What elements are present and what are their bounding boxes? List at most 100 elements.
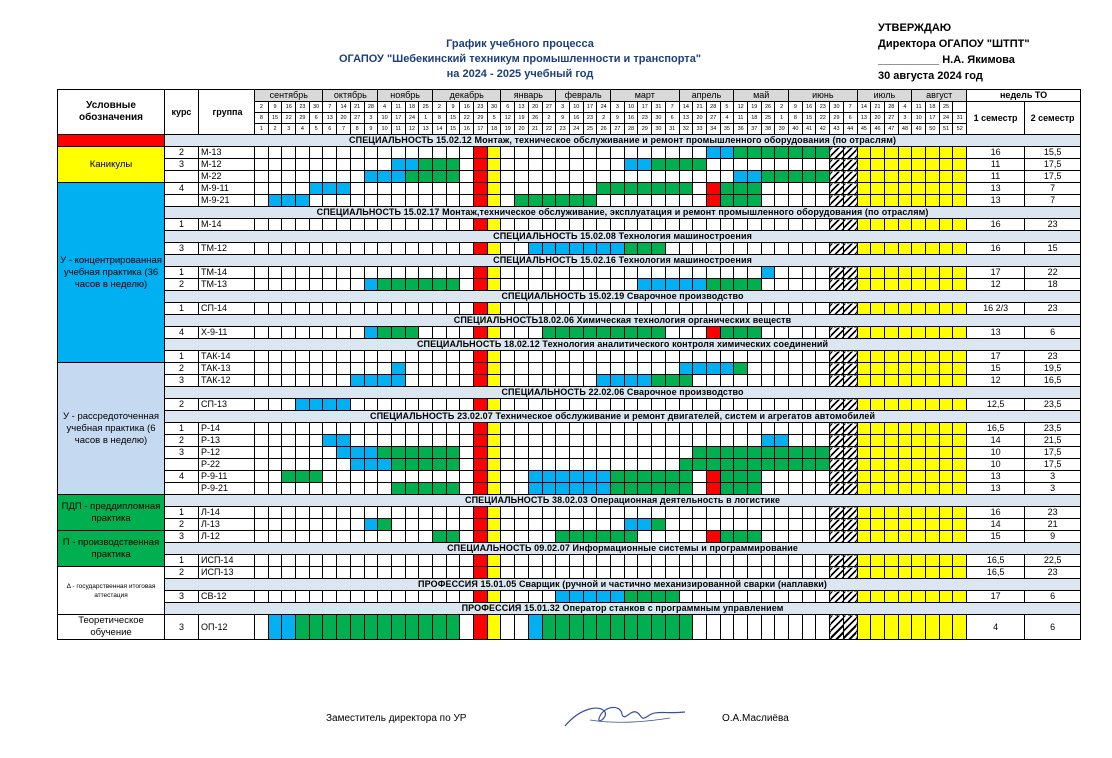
week-cell <box>610 302 625 315</box>
week-cell <box>582 146 598 159</box>
week-cell <box>336 518 351 531</box>
week-cell <box>829 302 844 315</box>
week-cell <box>815 590 831 603</box>
course-number: 4 <box>164 182 199 195</box>
week-cell <box>692 242 707 255</box>
week-cell <box>295 590 310 603</box>
week-cell <box>774 434 790 447</box>
week-cell <box>760 362 776 375</box>
week-cell <box>911 470 926 483</box>
week-cell <box>801 506 817 519</box>
week-number: 27 <box>610 123 625 135</box>
week-number: 39 <box>774 123 790 135</box>
approve-line-2: Директора ОГАПОУ "ШТПТ" <box>878 38 1030 50</box>
month-header: август <box>911 89 968 102</box>
group-name: ТАК-12 <box>198 374 255 387</box>
week-end-date: 19 <box>514 112 529 124</box>
week-cell <box>746 422 762 435</box>
sem1-weeks: 16 <box>966 242 1026 255</box>
week-cell <box>596 218 612 231</box>
week-cell <box>404 158 420 171</box>
week-cell <box>801 470 817 483</box>
week-cell <box>514 398 529 411</box>
week-number: 51 <box>938 123 954 135</box>
week-cell <box>610 590 625 603</box>
week-cell <box>349 458 365 471</box>
group-name: М-12 <box>198 158 255 171</box>
week-cell <box>856 530 872 543</box>
week-cell <box>336 422 351 435</box>
week-cell <box>692 398 707 411</box>
week-cell <box>760 446 776 459</box>
week-cell <box>363 170 379 183</box>
week-cell <box>897 302 913 315</box>
month-header: декабрь <box>431 89 502 102</box>
week-cell <box>295 446 310 459</box>
week-cell <box>911 170 926 183</box>
week-cell <box>555 146 570 159</box>
week-cell <box>582 158 598 171</box>
week-cell <box>911 398 926 411</box>
week-cell <box>637 158 653 171</box>
week-cell <box>815 482 831 495</box>
week-cell <box>610 194 625 207</box>
week-start-date: 3 <box>555 101 570 113</box>
week-cell <box>267 218 283 231</box>
week-cell <box>883 278 899 291</box>
group-name: СП-13 <box>198 398 255 411</box>
week-cell <box>390 614 406 640</box>
sem1-weeks: 10 <box>966 446 1026 459</box>
week-cell <box>459 182 475 195</box>
week-cell <box>883 554 899 567</box>
week-cell <box>568 482 584 495</box>
week-number: 18 <box>486 123 502 135</box>
week-cell <box>377 194 392 207</box>
week-cell <box>596 554 612 567</box>
week-cell <box>363 302 379 315</box>
week-cell <box>514 554 529 567</box>
week-cell <box>500 146 516 159</box>
week-cell <box>774 218 790 231</box>
week-cell <box>788 374 803 387</box>
week-cell <box>829 614 844 640</box>
week-cell <box>349 482 365 495</box>
week-cell <box>267 446 283 459</box>
week-cell <box>842 170 858 183</box>
week-cell <box>788 242 803 255</box>
week-cell <box>856 218 872 231</box>
week-cell <box>582 554 598 567</box>
approve-line-3: __________ Н.А. Якимова <box>878 54 1015 66</box>
week-cell <box>952 194 968 207</box>
week-cell <box>390 182 406 195</box>
week-cell <box>363 434 379 447</box>
week-number: 35 <box>719 123 735 135</box>
week-cell <box>432 170 447 183</box>
week-cell <box>883 422 899 435</box>
week-cell <box>500 242 516 255</box>
week-cell <box>746 434 762 447</box>
course-number: 1 <box>164 350 199 363</box>
week-cell <box>582 530 598 543</box>
week-cell <box>281 518 297 531</box>
week-cell <box>678 182 694 195</box>
week-cell <box>432 398 447 411</box>
week-cell <box>541 326 557 339</box>
week-cell <box>842 218 858 231</box>
week-cell <box>829 506 844 519</box>
week-cell <box>938 218 954 231</box>
week-number: 23 <box>555 123 570 135</box>
sem1-weeks: 4 <box>966 614 1026 640</box>
week-cell <box>295 242 310 255</box>
week-cell <box>322 590 338 603</box>
week-cell <box>705 374 721 387</box>
week-cell <box>432 374 447 387</box>
week-number: 19 <box>500 123 516 135</box>
week-cell <box>349 182 365 195</box>
week-cell <box>952 566 968 579</box>
week-cell <box>514 350 529 363</box>
week-end-date: 10 <box>911 112 926 124</box>
specialty-header: СПЕЦИАЛЬНОСТЬ 15.02.19 Сварочное произво… <box>163 290 1082 303</box>
week-cell <box>623 554 639 567</box>
week-cell <box>568 374 584 387</box>
week-cell <box>815 302 831 315</box>
